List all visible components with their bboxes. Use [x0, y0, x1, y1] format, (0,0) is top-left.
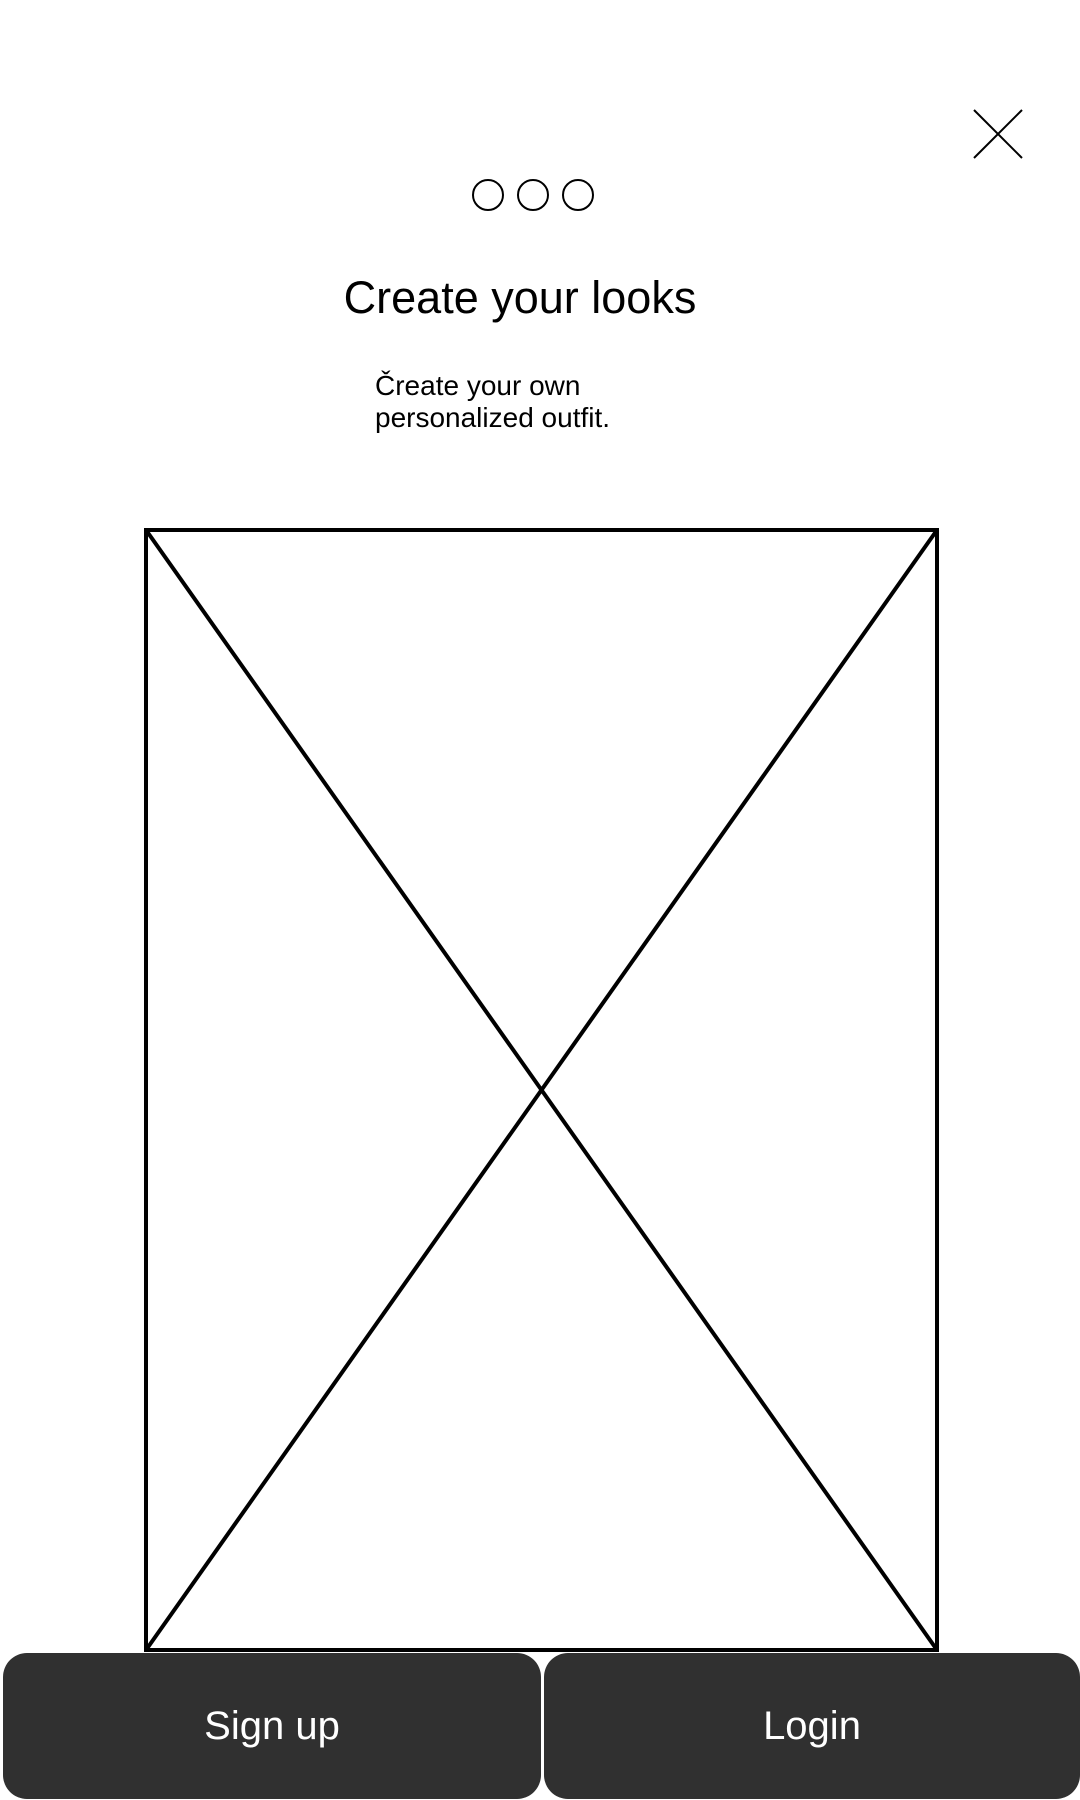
- login-button[interactable]: Login: [544, 1653, 1080, 1799]
- subtitle-line-2: personalized outfit.: [375, 402, 611, 433]
- image-placeholder: [144, 528, 939, 1652]
- image-placeholder-icon: [144, 528, 939, 1652]
- page-title: Create your looks: [343, 272, 697, 323]
- action-bar: Sign up Login: [3, 1653, 1080, 1799]
- page-dot-3[interactable]: [562, 179, 594, 211]
- sign-up-button[interactable]: Sign up: [3, 1653, 541, 1799]
- page-indicator: [472, 179, 594, 211]
- close-icon: [973, 109, 1023, 159]
- subtitle-line-1: Čreate your own: [375, 370, 581, 401]
- page-subtitle: Čreate your own personalized outfit.: [375, 370, 610, 434]
- page-dot-2[interactable]: [517, 179, 549, 211]
- close-button[interactable]: [970, 106, 1026, 162]
- page-dot-1[interactable]: [472, 179, 504, 211]
